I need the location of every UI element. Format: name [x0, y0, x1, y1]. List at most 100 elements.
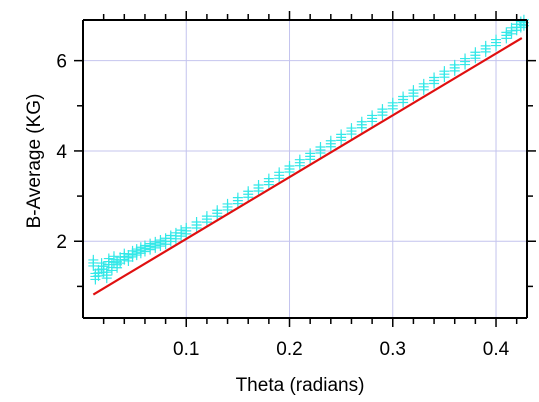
data-point-marker [123, 255, 134, 266]
data-point [346, 123, 357, 140]
data-point-marker [346, 129, 357, 140]
data-points [88, 14, 529, 285]
data-point [274, 167, 285, 184]
data-point-marker [408, 91, 419, 102]
data-point-marker [305, 154, 316, 165]
data-point [325, 135, 336, 152]
data-point [480, 40, 491, 57]
data-point [367, 110, 378, 127]
data-point [139, 240, 150, 257]
data-point-marker [127, 251, 138, 262]
data-point [356, 116, 367, 133]
data-point [439, 66, 450, 83]
data-point-marker [367, 116, 378, 127]
data-point [491, 34, 502, 51]
data-point-marker [101, 273, 112, 284]
data-point [145, 238, 156, 255]
data-point [176, 225, 187, 242]
data-point-marker [150, 242, 161, 253]
data-point-marker [181, 228, 192, 239]
data-point-marker [165, 236, 176, 247]
data-point-marker [131, 250, 142, 261]
data-point-marker [418, 84, 429, 95]
x-tick-label: 0.1 [173, 339, 199, 360]
data-point [135, 242, 146, 259]
data-point [305, 148, 316, 165]
data-point [387, 97, 398, 114]
data-point-marker [139, 246, 150, 257]
data-point [470, 47, 481, 64]
data-point-marker [294, 160, 305, 171]
data-point-marker [135, 248, 146, 259]
data-point [449, 59, 460, 76]
x-tick-label: 0.4 [483, 339, 510, 360]
data-point [377, 104, 388, 121]
data-point-marker [449, 65, 460, 76]
data-point [408, 85, 419, 102]
data-point-marker [356, 122, 367, 133]
data-point-marker [93, 270, 104, 281]
data-point-marker [460, 59, 471, 70]
data-point-marker [106, 265, 117, 276]
data-point-marker [315, 148, 326, 159]
data-point-marker [284, 167, 295, 177]
data-point [501, 27, 512, 44]
data-point-marker [253, 185, 264, 196]
x-tick-label: 0.3 [380, 339, 406, 360]
data-point [212, 205, 223, 222]
data-point-marker [506, 28, 517, 39]
y-tick-label: 4 [56, 142, 67, 163]
y-tick-label: 2 [56, 232, 67, 253]
data-point [263, 173, 274, 190]
data-point [294, 154, 305, 171]
data-point [253, 179, 264, 196]
data-point [315, 142, 326, 159]
data-point-marker [439, 72, 450, 83]
data-point-marker [191, 222, 202, 233]
data-point [150, 236, 161, 253]
data-point [155, 235, 166, 252]
data-point [131, 244, 142, 261]
fit-line-layer [92, 37, 523, 296]
data-point-marker [511, 25, 522, 36]
data-point-marker [398, 97, 409, 108]
data-point [101, 267, 112, 284]
data-point [284, 161, 295, 177]
data-point [191, 216, 202, 233]
data-point [398, 91, 409, 108]
data-point [336, 129, 347, 146]
data-point [429, 72, 440, 89]
data-point-marker [429, 78, 440, 89]
data-point-marker [119, 254, 130, 265]
data-point-marker [263, 179, 274, 190]
axes [74, 11, 536, 327]
data-point-marker [325, 141, 336, 152]
x-tick-label: 0.2 [276, 339, 302, 360]
x-axis-label: Theta (radians) [236, 375, 365, 396]
data-point [460, 53, 471, 70]
data-point [222, 198, 233, 215]
tick-labels: 0.1 0.2 0.3 0.4 2 4 6 [56, 52, 509, 360]
data-point [232, 192, 243, 209]
y-tick-label: 6 [56, 52, 67, 73]
data-point [418, 78, 429, 95]
data-point-marker [491, 40, 502, 51]
data-point-marker [160, 239, 171, 250]
data-point-marker [170, 233, 181, 244]
fit-line [92, 37, 523, 296]
data-point [243, 186, 254, 203]
data-point [506, 22, 517, 39]
data-point-marker [470, 53, 481, 64]
data-point-marker [155, 241, 166, 252]
data-point [181, 222, 192, 239]
y-axis-label: B-Average (KG) [24, 94, 45, 229]
data-point [123, 249, 134, 266]
data-point-marker [336, 135, 347, 146]
data-point-marker [480, 46, 491, 57]
grid-lines [83, 20, 527, 318]
data-point-marker [501, 33, 512, 44]
data-point-marker [176, 231, 187, 242]
data-point-marker [377, 110, 388, 121]
data-point-marker [274, 173, 285, 184]
